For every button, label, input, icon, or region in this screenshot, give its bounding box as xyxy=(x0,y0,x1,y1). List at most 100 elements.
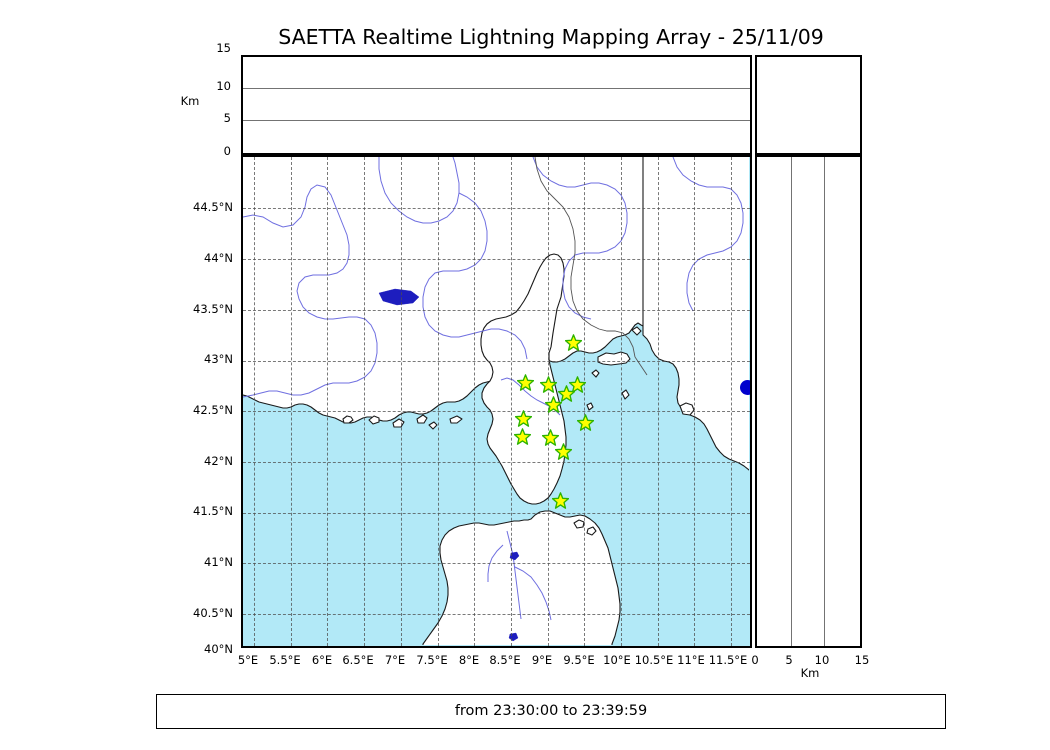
xtick-lon-8.5E: 8.5°E xyxy=(489,653,521,667)
ytick-lat-44N: 44°N xyxy=(204,251,233,265)
xtick-lon-7.5E: 7.5°E xyxy=(416,653,448,667)
lma-station-marker xyxy=(540,376,558,394)
corner-panel xyxy=(755,55,862,155)
graticule-41.5N xyxy=(243,512,750,514)
graticule-11.5E xyxy=(731,157,733,646)
lma-station-marker xyxy=(515,409,533,427)
coast-detail-d xyxy=(416,414,428,424)
xtick-alt-0: 0 xyxy=(751,653,759,667)
ytick-lat-41.5N: 41.5°N xyxy=(193,504,233,518)
island-porquerolles xyxy=(428,421,438,430)
peninsula-argentario xyxy=(679,402,695,416)
river-north-d xyxy=(466,328,528,360)
gridline-alt-5 xyxy=(243,119,750,121)
river-rhone-mid xyxy=(296,274,378,384)
latitude-vs-altitude-panel xyxy=(755,155,862,648)
island-elba xyxy=(597,351,631,366)
coast-detail-c xyxy=(392,418,405,428)
graticule-6.5E xyxy=(364,157,366,646)
lma-station-marker xyxy=(576,414,595,431)
lma-station-marker xyxy=(516,374,535,392)
xtick-lon-7E: 7°E xyxy=(384,653,406,667)
river-po-a xyxy=(532,157,628,254)
border-segment-b xyxy=(634,356,648,376)
river-sardinia-a xyxy=(506,530,522,620)
ytick-alt-5: 5 xyxy=(223,111,231,125)
graticule-7E xyxy=(400,157,402,646)
island-giglio xyxy=(621,389,630,400)
river-east-a xyxy=(672,157,744,312)
ytick-alt-15: 15 xyxy=(216,41,231,55)
island-pianosa xyxy=(591,369,600,378)
ytick-lat-40N: 40°N xyxy=(204,642,233,656)
ytick-lat-40.5N: 40.5°N xyxy=(193,606,233,620)
coast-detail-a xyxy=(342,415,354,424)
xtick-alt-15: 15 xyxy=(854,653,870,667)
graticule-10.5E xyxy=(657,157,659,646)
graticule-41N xyxy=(243,563,750,565)
xtick-lon-9E: 9°E xyxy=(531,653,553,667)
lake-berre xyxy=(378,288,420,306)
map-panel[interactable] xyxy=(241,155,752,648)
graticule-5E xyxy=(254,157,255,646)
graticule-10E xyxy=(621,157,622,646)
coast-detail-e xyxy=(449,415,463,424)
ytick-alt-0: 0 xyxy=(223,144,231,158)
axis-label-km-bottom: Km xyxy=(800,666,820,680)
xtick-alt-10: 10 xyxy=(814,653,830,667)
river-north-c xyxy=(422,270,468,338)
graticule-44N xyxy=(243,259,750,260)
graticule-6E xyxy=(327,157,329,646)
xtick-lon-10.5E: 10.5°E xyxy=(634,653,674,667)
graticule-40.5N xyxy=(243,614,750,616)
graticule-11E xyxy=(694,157,696,646)
time-range-caption: from 23:30:00 to 23:39:59 xyxy=(156,694,946,729)
gridline-alt-10 xyxy=(243,88,750,90)
gridline-alt-10-right xyxy=(824,157,826,646)
graticule-44.5N xyxy=(243,208,750,210)
graticule-9.5E xyxy=(584,157,586,646)
xtick-lon-6E: 6°E xyxy=(311,653,333,667)
page-title: SAETTA Realtime Lightning Mapping Array … xyxy=(278,25,824,49)
lma-station-marker xyxy=(557,385,576,403)
island-montecristo xyxy=(586,402,594,411)
lma-station-marker xyxy=(551,492,570,509)
xtick-lon-10E: 10°E xyxy=(603,653,631,667)
graticule-43.5N xyxy=(243,309,750,311)
lma-station-marker xyxy=(564,333,582,351)
lma-station-marker xyxy=(541,429,559,446)
lightning-source-marker xyxy=(740,380,750,396)
island-capraia xyxy=(631,326,642,336)
gridline-alt-5-right xyxy=(790,157,792,646)
axis-label-km-left: Km xyxy=(180,94,200,108)
ytick-alt-10: 10 xyxy=(216,79,231,93)
altitude-vs-longitude-panel xyxy=(241,55,752,155)
river-sardinia-b xyxy=(487,544,504,582)
xtick-lon-11.5E: 11.5°E xyxy=(708,653,748,667)
ytick-lat-44.5N: 44.5°N xyxy=(193,200,233,214)
river-north-a xyxy=(378,157,460,224)
border-france-italy xyxy=(534,157,636,358)
xtick-lon-8E: 8°E xyxy=(458,653,480,667)
lake-sardinia-a xyxy=(509,551,520,561)
graticule-43N xyxy=(243,360,750,362)
river-rhone-delta xyxy=(243,382,341,398)
lma-station-marker xyxy=(513,428,532,445)
xtick-lon-6.5E: 6.5°E xyxy=(342,653,374,667)
lma-station-marker xyxy=(545,395,563,413)
graticule-8E xyxy=(474,157,476,646)
xtick-alt-5: 5 xyxy=(785,653,793,667)
graticule-7.5E xyxy=(437,157,439,646)
river-po-b xyxy=(562,252,592,320)
xtick-lon-11E: 11°E xyxy=(677,653,705,667)
ytick-lat-43.5N: 43.5°N xyxy=(193,302,233,316)
lma-station-marker xyxy=(554,443,573,461)
ytick-lat-42N: 42°N xyxy=(204,454,233,468)
lma-station-marker xyxy=(568,376,587,394)
map-geography xyxy=(243,157,749,645)
island-caprera xyxy=(586,526,597,536)
graticule-8.5E xyxy=(510,157,512,646)
land-italy xyxy=(642,157,749,471)
graticule-42N xyxy=(243,461,750,463)
ytick-lat-43N: 43°N xyxy=(204,352,233,366)
